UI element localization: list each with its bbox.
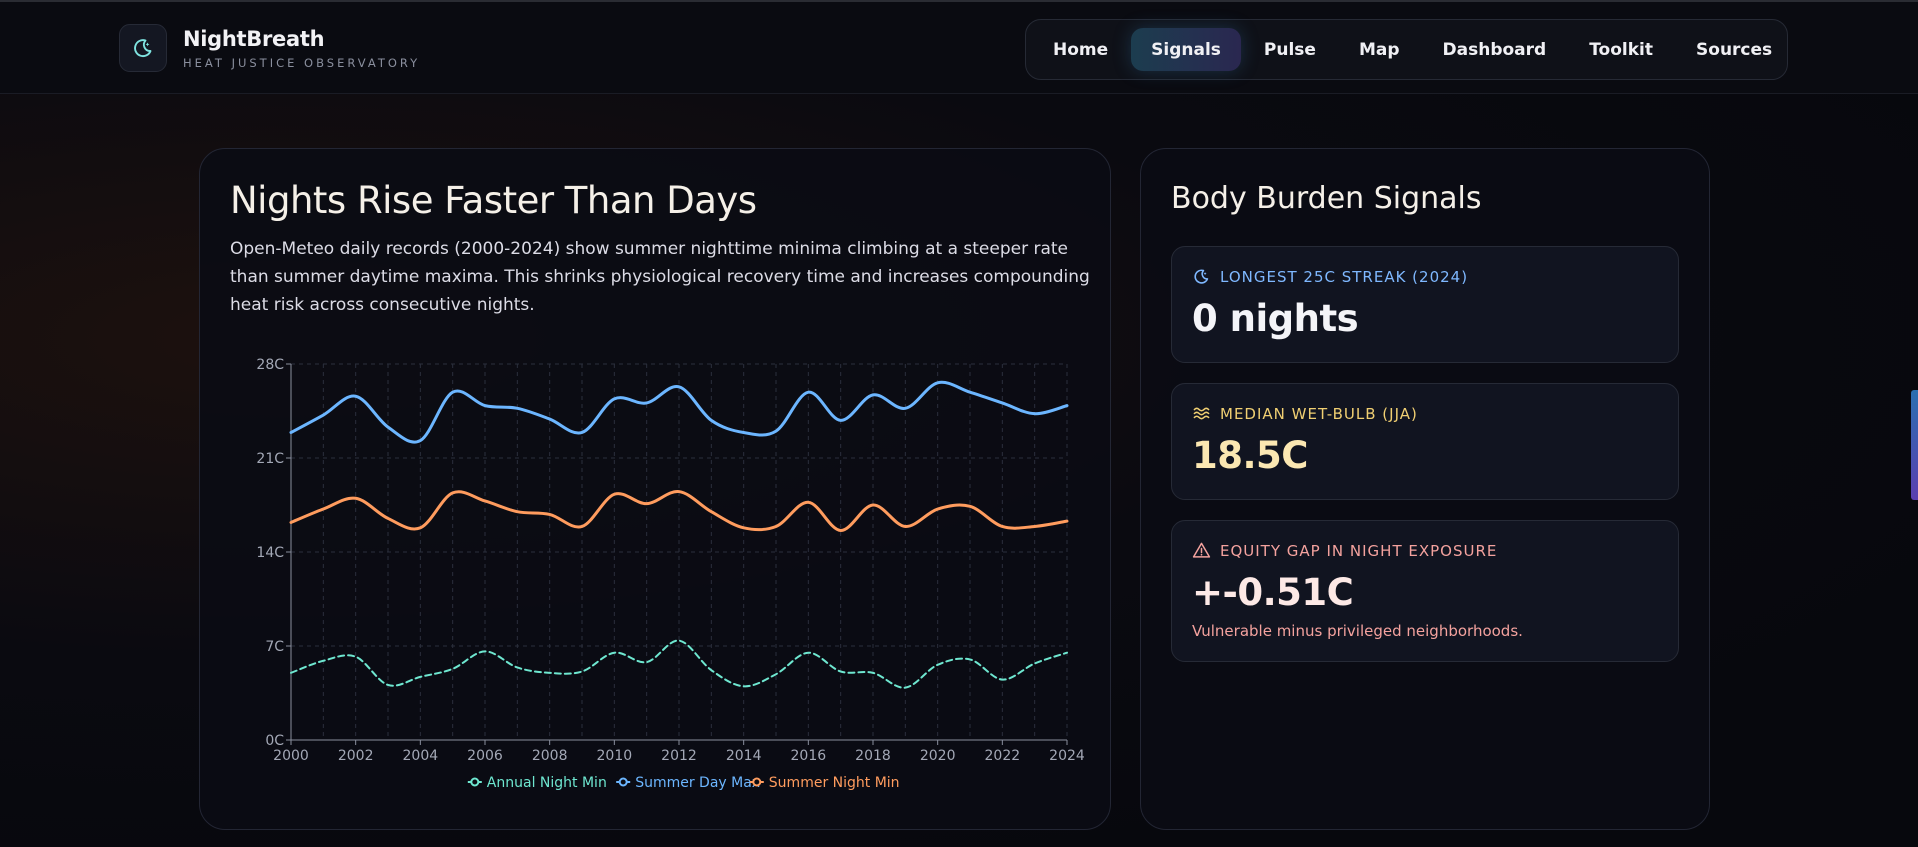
legend-marker-summer-day-max xyxy=(618,777,628,787)
legend-label-summer-night-min: Summer Night Min xyxy=(769,775,900,791)
series-line-summer-day-max xyxy=(289,380,1069,444)
legend-marker-summer-night-min xyxy=(752,777,762,787)
metric-value: 18.5C xyxy=(1192,434,1308,477)
brand-name: NightBreath xyxy=(183,26,325,51)
top-bar: NightBreath HEAT JUSTICE OBSERVATORY Hom… xyxy=(0,0,1918,94)
metric-card-equity-gap: EQUITY GAP IN NIGHT EXPOSURE +-0.51C Vul… xyxy=(1171,520,1679,662)
x-tick-label: 2004 xyxy=(403,748,439,764)
metric-label-row: LONGEST 25C STREAK (2024) xyxy=(1192,267,1468,286)
metric-card-wetbulb: MEDIAN WET-BULB (JJA) 18.5C xyxy=(1171,383,1679,500)
nav-toolkit[interactable]: Toolkit xyxy=(1589,39,1654,60)
x-tick-label: 2024 xyxy=(1049,748,1085,764)
nav-pulse[interactable]: Pulse xyxy=(1263,39,1316,60)
metric-value: 0 nights xyxy=(1192,297,1359,340)
signals-card: Body Burden Signals LONGEST 25C STREAK (… xyxy=(1140,148,1710,830)
metric-label: LONGEST 25C STREAK (2024) xyxy=(1220,267,1469,286)
metric-label-row: EQUITY GAP IN NIGHT EXPOSURE xyxy=(1192,541,1497,560)
y-tick-label: 14C xyxy=(256,545,284,561)
legend-label-annual-night-min: Annual Night Min xyxy=(487,775,607,791)
series-line-summer-night-min xyxy=(289,490,1069,533)
x-tick-label: 2012 xyxy=(661,748,697,764)
metric-label: EQUITY GAP IN NIGHT EXPOSURE xyxy=(1220,541,1498,560)
main-nav: Home Signals Pulse Map Dashboard Toolkit… xyxy=(1025,19,1788,80)
scrollbar-thumb[interactable] xyxy=(1911,390,1918,500)
y-tick-label: 21C xyxy=(256,451,284,467)
nav-home[interactable]: Home xyxy=(1053,39,1109,60)
trend-card: Nights Rise Faster Than Days Open-Meteo … xyxy=(199,148,1111,830)
moon-icon xyxy=(119,24,167,72)
nav-map[interactable]: Map xyxy=(1358,39,1400,60)
metric-card-streak: LONGEST 25C STREAK (2024) 0 nights xyxy=(1171,246,1679,363)
x-tick-label: 2002 xyxy=(338,748,374,764)
legend-label-summer-day-max: Summer Day Max xyxy=(635,775,760,791)
x-tick-label: 2016 xyxy=(791,748,827,764)
trend-chart: 0C 7C 14C 21C 28C 2000 2002 2004 2006 2008 2010 201… xyxy=(256,357,1085,791)
warning-icon xyxy=(1192,542,1211,558)
nav-sources[interactable]: Sources xyxy=(1696,39,1773,60)
metric-label: MEDIAN WET-BULB (JJA) xyxy=(1220,404,1418,423)
nav-dashboard[interactable]: Dashboard xyxy=(1442,39,1547,60)
brand[interactable]: NightBreath HEAT JUSTICE OBSERVATORY xyxy=(119,24,420,72)
brand-subtitle: HEAT JUSTICE OBSERVATORY xyxy=(183,55,421,70)
nav-signals[interactable]: Signals xyxy=(1131,28,1241,71)
signals-title: Body Burden Signals xyxy=(1171,181,1482,216)
x-tick-label: 2000 xyxy=(273,748,309,764)
moon-icon xyxy=(1194,269,1209,284)
trend-title: Nights Rise Faster Than Days xyxy=(230,179,757,222)
y-tick-label: 0C xyxy=(265,733,284,749)
x-tick-label: 2018 xyxy=(855,748,891,764)
waves-icon xyxy=(1193,407,1210,420)
x-tick-label: 2008 xyxy=(532,748,568,764)
legend-marker-annual-night-min xyxy=(470,777,480,787)
y-tick-label: 7C xyxy=(265,639,284,655)
x-tick-label: 2022 xyxy=(985,748,1021,764)
metric-label-row: MEDIAN WET-BULB (JJA) xyxy=(1192,404,1418,423)
trend-description: Open-Meteo daily records (2000-2024) sho… xyxy=(230,239,1090,315)
x-tick-label: 2020 xyxy=(920,748,956,764)
y-tick-label: 28C xyxy=(256,357,284,373)
metric-note: Vulnerable minus privileged neighborhood… xyxy=(1192,622,1523,640)
x-tick-label: 2010 xyxy=(597,748,633,764)
x-tick-label: 2006 xyxy=(467,748,503,764)
metric-value: +-0.51C xyxy=(1192,571,1354,614)
series-line-annual-night-min xyxy=(290,639,1068,689)
x-tick-label: 2014 xyxy=(726,748,762,764)
